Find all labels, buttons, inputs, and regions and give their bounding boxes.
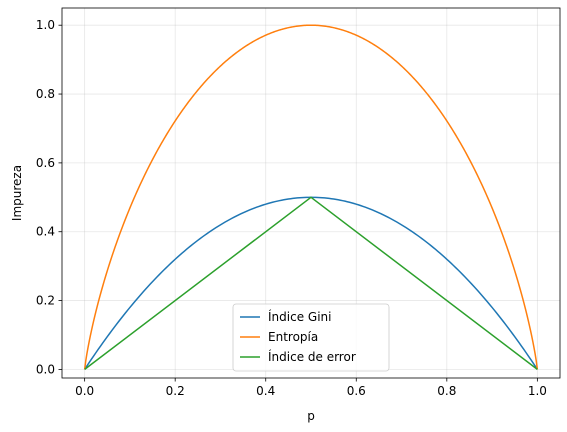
legend-entry: Índice de error [268, 349, 356, 364]
y-tick-label: 0.4 [36, 225, 55, 239]
legend-entry: Índice Gini [268, 309, 331, 324]
legend: Índice Gini Entropía Índice de error [232, 303, 390, 372]
x-axis-label: p [307, 409, 315, 423]
grid [62, 8, 560, 378]
y-axis: 0.0 0.2 0.4 0.6 0.8 1.0 [36, 18, 62, 376]
series-layer [83, 24, 539, 370]
x-tick-label: 0.0 [75, 384, 94, 398]
y-axis-label: Impureza [10, 165, 24, 221]
x-tick-label: 0.8 [437, 384, 456, 398]
legend-box [232, 303, 390, 372]
y-tick-label: 0.6 [36, 156, 55, 170]
legend-entry: Entropía [268, 330, 318, 344]
series-line-2 [83, 24, 539, 370]
y-tick-label: 0.2 [36, 294, 55, 308]
x-tick-label: 1.0 [528, 384, 547, 398]
x-tick-label: 0.2 [166, 384, 185, 398]
y-tick-label: 0.8 [36, 87, 55, 101]
plot-frame [61, 7, 561, 379]
y-tick-label: 0.0 [36, 362, 55, 376]
series-line-3 [84, 196, 538, 370]
x-tick-label: 0.4 [256, 384, 275, 398]
x-axis: 0.0 0.2 0.4 0.6 0.8 1.0 [75, 378, 547, 398]
y-tick-label: 1.0 [36, 18, 55, 32]
x-tick-label: 0.6 [347, 384, 366, 398]
